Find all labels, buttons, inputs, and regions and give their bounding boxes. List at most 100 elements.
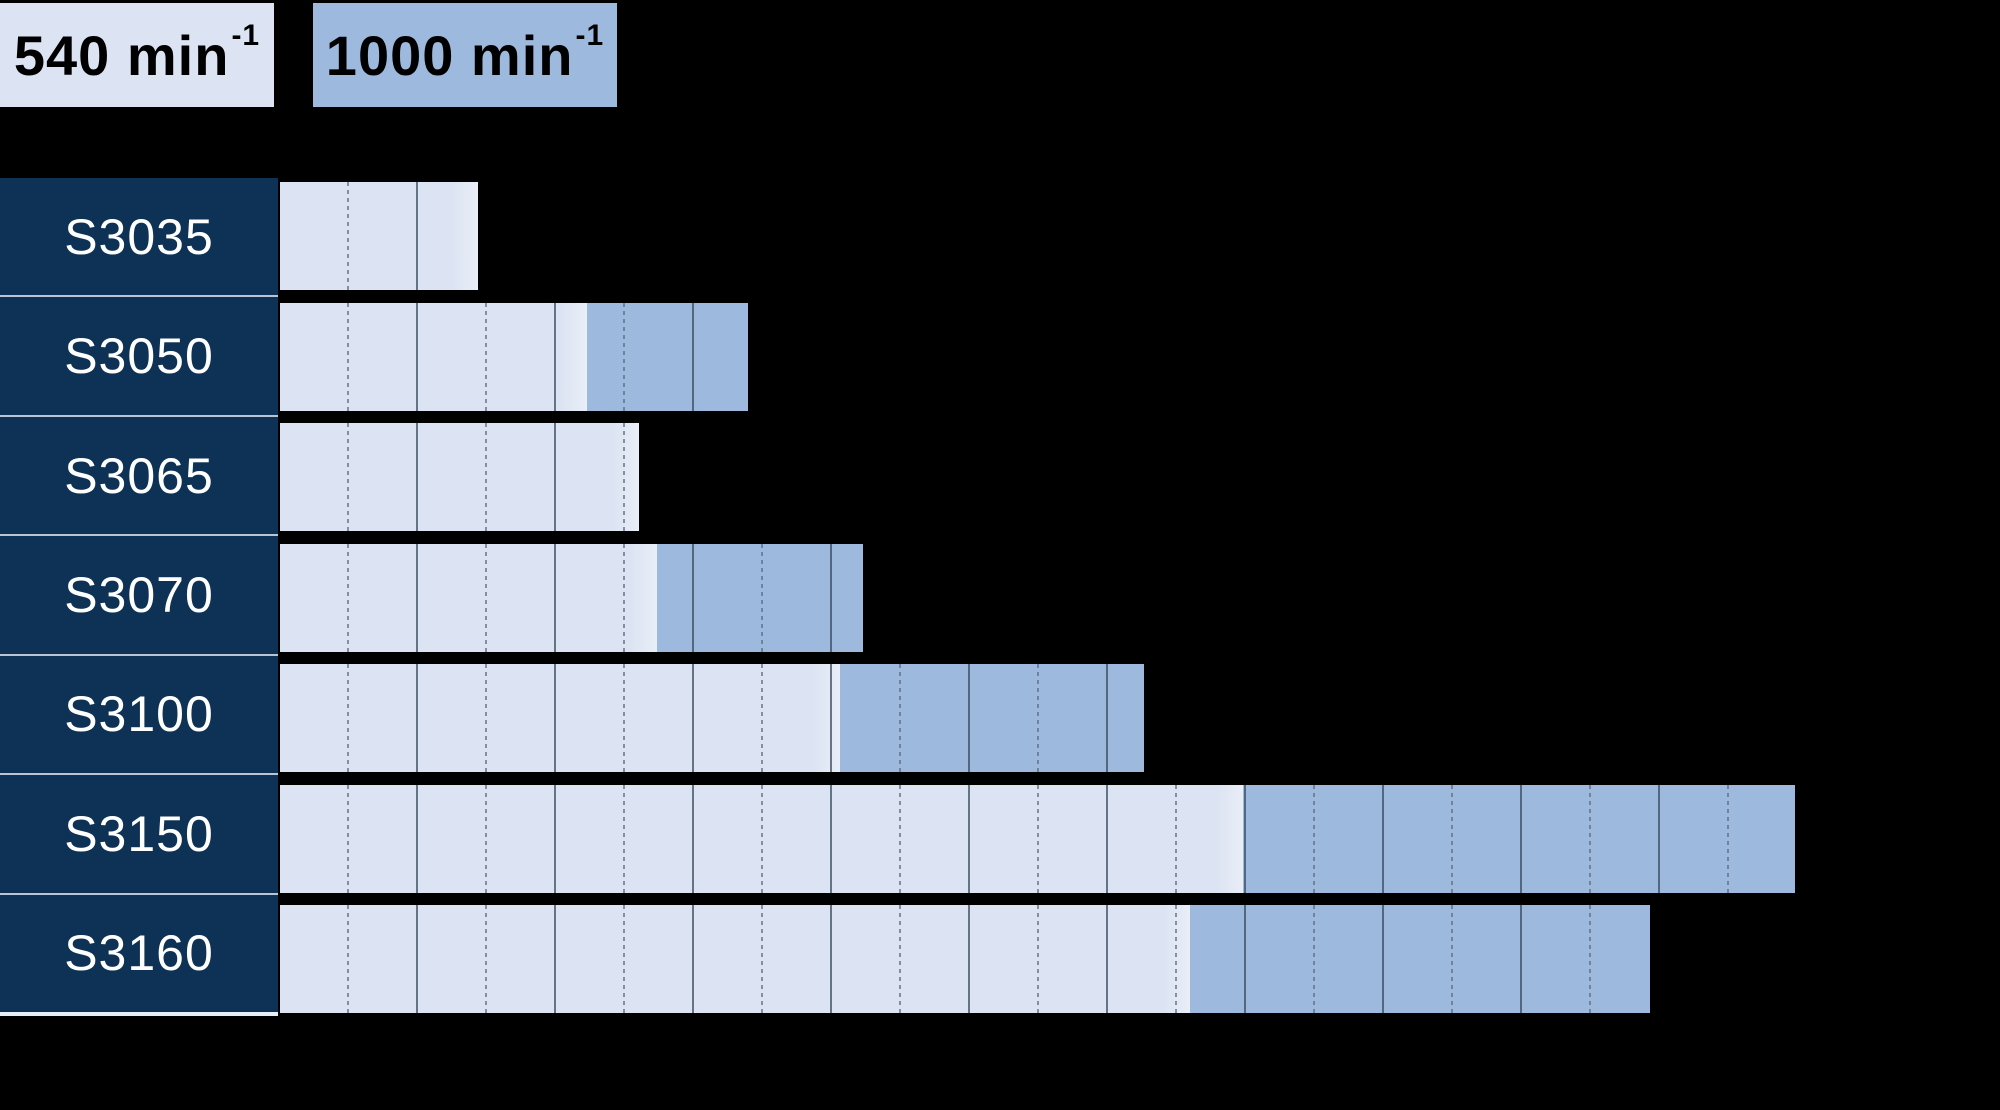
minor-gridline [899,905,901,1013]
bar-row-s3100 [280,664,1144,772]
minor-gridline [1313,905,1315,1013]
minor-gridline [347,544,349,652]
minor-gridline [1727,785,1729,893]
bar-segment-540-s3070 [280,544,657,652]
legend-label-540-superscript: -1 [231,19,261,52]
major-gridline [1382,905,1384,1013]
major-gridline [1658,785,1660,893]
minor-gridline [485,664,487,772]
major-gridline [830,905,832,1013]
legend-item-1000: 1000 min -1 [313,3,617,107]
minor-gridline [623,423,625,531]
minor-gridline [1175,785,1177,893]
minor-gridline [761,785,763,893]
minor-gridline [1589,905,1591,1013]
major-gridline [1382,785,1384,893]
major-gridline [692,544,694,652]
major-gridline [1106,664,1108,772]
minor-gridline [1313,785,1315,893]
minor-gridline [1451,785,1453,893]
minor-gridline [1451,905,1453,1013]
minor-gridline [347,423,349,531]
minor-gridline [761,664,763,772]
legend-label-1000: 1000 min [325,23,574,87]
major-gridline [968,664,970,772]
minor-gridline [623,303,625,411]
minor-gridline [761,544,763,652]
bar-row-s3160 [280,905,1650,1013]
row-label-s3160: S3160 [0,894,278,1012]
minor-gridline [623,785,625,893]
major-gridline [968,905,970,1013]
major-gridline [692,303,694,411]
minor-gridline [761,905,763,1013]
bar-segment-540-s3035 [280,182,478,290]
minor-gridline [1589,785,1591,893]
major-gridline [554,544,556,652]
minor-gridline [623,664,625,772]
legend-label-1000-superscript: -1 [575,19,605,52]
major-gridline [554,905,556,1013]
major-gridline [416,423,418,531]
minor-gridline [485,785,487,893]
major-gridline [416,544,418,652]
minor-gridline [1037,905,1039,1013]
minor-gridline [485,423,487,531]
minor-gridline [623,544,625,652]
major-gridline [692,785,694,893]
major-gridline [554,664,556,772]
major-gridline [416,303,418,411]
major-gridline [830,785,832,893]
major-gridline [554,303,556,411]
major-gridline [1106,905,1108,1013]
bar-segment-1000-s3100 [840,664,1144,772]
row-label-s3035: S3035 [0,178,278,296]
major-gridline [692,905,694,1013]
row-label-s3065: S3065 [0,416,278,535]
minor-gridline [899,785,901,893]
minor-gridline [485,905,487,1013]
minor-gridline [347,785,349,893]
minor-gridline [899,664,901,772]
major-gridline [1244,785,1246,893]
major-gridline [416,182,418,290]
minor-gridline [1037,664,1039,772]
bar-row-s3150 [280,785,1795,893]
minor-gridline [485,303,487,411]
major-gridline [968,785,970,893]
bar-segment-540-s3065 [280,423,639,531]
legend-item-540: 540 min -1 [0,3,274,107]
minor-gridline [623,905,625,1013]
row-label-s3150: S3150 [0,775,278,893]
major-gridline [416,785,418,893]
legend-label-540: 540 min [13,23,230,87]
bar-row-s3070 [280,544,863,652]
major-gridline [830,664,832,772]
bar-row-s3050 [280,303,748,411]
bar-segment-540-s3050 [280,303,587,411]
major-gridline [416,664,418,772]
minor-gridline [1175,905,1177,1013]
major-gridline [1106,785,1108,893]
row-label-column-underline [0,1012,278,1016]
bar-segment-1000-s3050 [587,303,748,411]
major-gridline [692,664,694,772]
row-label-column: S3035 S3050 S3065 S3070 S3100 S3150 S3160 [0,178,278,1012]
minor-gridline [1037,785,1039,893]
bar-row-s3035 [280,182,478,290]
minor-gridline [347,182,349,290]
row-label-s3050: S3050 [0,297,278,415]
minor-gridline [347,664,349,772]
major-gridline [554,423,556,531]
bar-row-s3065 [280,423,639,531]
major-gridline [830,544,832,652]
row-label-s3070: S3070 [0,536,278,654]
bar-segment-1000-s3160 [1190,905,1650,1013]
minor-gridline [485,544,487,652]
minor-gridline [347,303,349,411]
major-gridline [554,785,556,893]
major-gridline [1244,905,1246,1013]
major-gridline [1520,785,1522,893]
row-label-s3100: S3100 [0,655,278,774]
